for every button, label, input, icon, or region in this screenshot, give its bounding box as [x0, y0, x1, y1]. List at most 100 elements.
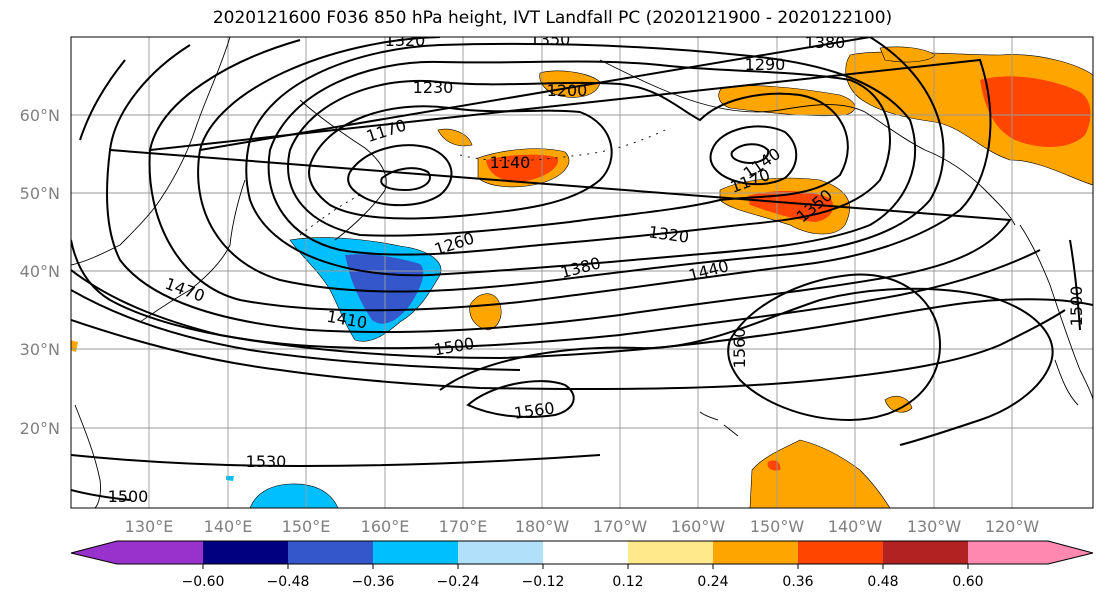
colorbar-segment	[713, 541, 798, 564]
map-frame	[70, 36, 1094, 509]
colorbar-label: 0.36	[782, 574, 813, 590]
latitude-labels: 60°N 50°N 40°N 30°N 20°N	[20, 106, 60, 438]
colorbar-label: 0.24	[697, 574, 728, 590]
kuril-chain	[299, 194, 361, 236]
contour-label: 1530	[246, 452, 287, 471]
contour-1170-east	[709, 125, 798, 186]
colorbar-segment	[883, 541, 968, 564]
alaska-coast	[599, 59, 1016, 226]
colorbar-label: −0.24	[437, 574, 480, 590]
contour-1560-east	[727, 273, 942, 422]
colorbar-segment	[288, 541, 373, 564]
lon-label: 150°W	[750, 517, 805, 536]
colorbar-label: 0.60	[952, 574, 983, 590]
contour-1170-west	[347, 144, 453, 207]
contour-1530	[71, 454, 601, 468]
lat-label: 60°N	[20, 106, 60, 125]
lon-label: 130°E	[125, 517, 174, 536]
longitude-labels: 130°E 140°E 150°E 160°E 170°E 180°W 170°…	[125, 517, 1040, 536]
contour-label: 1440	[686, 256, 730, 285]
contour-1290	[245, 42, 916, 277]
colorbar: −0.60 −0.48 −0.36 −0.24 −0.12 0.12 0.24 …	[70, 540, 1094, 590]
lat-label: 20°N	[20, 419, 60, 438]
contour-1230	[287, 79, 849, 237]
map-title: 2020121600 F036 850 hPa height, IVT Land…	[212, 8, 893, 28]
contour-label: 1470	[163, 274, 208, 306]
lon-label: 170°E	[439, 517, 488, 536]
colorbar-segment	[543, 541, 628, 564]
colorbar-label: −0.48	[267, 574, 310, 590]
contour-label: 1170	[364, 115, 409, 146]
na-west-coast	[1019, 224, 1093, 401]
asia-coast	[71, 37, 231, 266]
lon-label: 120°W	[985, 517, 1040, 536]
contour-1500-sw	[71, 489, 131, 501]
height-contours	[71, 37, 1093, 501]
negative-anomaly-south	[249, 483, 339, 508]
lon-label: 160°E	[361, 517, 410, 536]
contour-1380	[106, 44, 1012, 334]
contour-label: 1560	[513, 398, 556, 422]
lon-label: 180°W	[515, 517, 570, 536]
contour-1410	[71, 59, 1041, 350]
philippines-coast	[74, 404, 101, 508]
contour-label: 1500	[1067, 286, 1086, 327]
contour-1320	[197, 37, 945, 293]
contour-1470	[71, 289, 521, 371]
contour-1350	[148, 39, 992, 312]
contour-1500-right	[1069, 239, 1081, 331]
contour-1140-west	[380, 167, 431, 192]
positive-anomaly-ak	[879, 46, 936, 63]
contour-1140-east	[730, 143, 770, 164]
lon-label: 130°W	[907, 517, 962, 536]
contour-1440	[71, 269, 1093, 360]
colorbar-label: 0.48	[867, 574, 898, 590]
colorbar-ticks	[202, 564, 969, 569]
colorbar-segment	[458, 541, 543, 564]
baja-coast	[1054, 359, 1079, 406]
hawaii-islands	[699, 411, 739, 437]
positive-anomaly-baja	[884, 395, 913, 413]
colorbar-outline	[70, 540, 1094, 565]
contour-label: 1350	[530, 30, 571, 49]
contour-label-group: 1320 1350 1380 1290 1230 1200 1170 1140 …	[108, 30, 1086, 506]
contour-1260	[267, 60, 891, 256]
lon-label: 140°W	[828, 517, 883, 536]
negative-anomaly-tiny	[226, 476, 234, 481]
gridlines	[71, 37, 1093, 508]
aleutian-chain	[459, 129, 666, 162]
colorbar-label: 0.12	[612, 574, 643, 590]
contour-label: 1320	[647, 222, 690, 246]
colorbar-segment	[203, 541, 288, 564]
positive-anomaly-northeast-core	[980, 76, 1091, 147]
colorbar-label: −0.36	[352, 574, 395, 590]
contour-label: 1140	[490, 153, 531, 172]
contour-1200-west	[308, 105, 613, 220]
contour-label: 1320	[385, 31, 426, 50]
contour-1560-outer	[439, 287, 1054, 446]
lon-label: 140°E	[204, 517, 253, 536]
contour-label: 1380	[805, 33, 846, 52]
colorbar-segment	[968, 541, 1093, 564]
lat-label: 30°N	[20, 340, 60, 359]
colorbar-segment	[71, 541, 203, 564]
contour-label: 1230	[413, 78, 454, 97]
positive-anomaly-bering-core	[486, 154, 559, 182]
lat-label: 50°N	[20, 184, 60, 203]
contour-1500	[71, 309, 1066, 391]
positive-anomaly-south	[749, 439, 891, 508]
positive-anomaly-kamchatka	[437, 128, 473, 147]
contour-label: 1500	[432, 334, 475, 360]
contour-label: 1560	[730, 328, 749, 369]
colorbar-label: −0.60	[182, 574, 225, 590]
japan-coast	[139, 179, 246, 323]
contour-1560-west	[466, 380, 575, 418]
lon-label: 150°E	[282, 517, 331, 536]
contour-label: 1200	[547, 81, 588, 100]
lat-label: 40°N	[20, 262, 60, 281]
colorbar-label: −0.12	[522, 574, 565, 590]
contour-label: 1290	[745, 55, 786, 74]
contour-label: 1260	[432, 228, 477, 259]
contour-label: 1500	[108, 487, 149, 506]
